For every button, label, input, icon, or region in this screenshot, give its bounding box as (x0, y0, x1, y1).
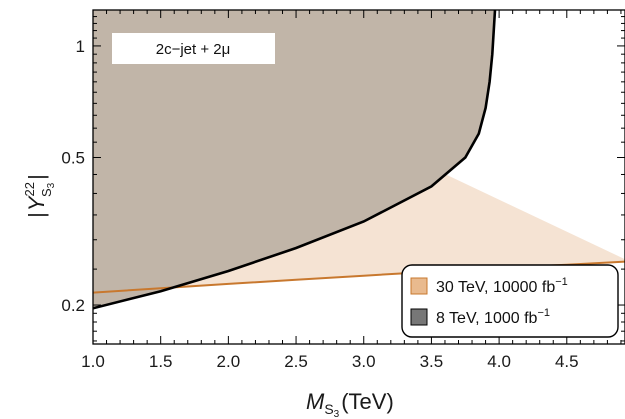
y-tick-label: 0.5 (61, 149, 85, 168)
legend-label-8tev-sup: −1 (537, 307, 550, 319)
legend-label-8tev: 8 TeV, 1000 fb−1 (436, 307, 550, 327)
x-tick-label: 2.0 (217, 352, 241, 371)
legend-label-30tev-sup: −1 (555, 276, 568, 288)
annotation-label: 2c−jet + 2μ (156, 41, 231, 58)
legend-label-8tev-main: 8 TeV, 1000 fb (436, 310, 538, 327)
y-axis-title: |Y22 S3| (22, 174, 57, 218)
legend-label-30tev-main: 30 TeV, 10000 fb (436, 279, 555, 296)
legend-swatch-8tev (411, 309, 427, 325)
x-tick-label: 4.0 (487, 352, 511, 371)
legend-swatch-30tev (411, 278, 427, 294)
x-tick-label: 1.0 (81, 352, 105, 371)
y-tick-label: 0.2 (61, 296, 85, 315)
x-tick-label: 3.0 (352, 352, 376, 371)
annotation: 2c−jet + 2μ (112, 33, 275, 64)
x-tick-label: 1.5 (149, 352, 173, 371)
x-tick-label: 2.5 (284, 352, 308, 371)
x-tick-label: 3.5 (420, 352, 444, 371)
x-tick-label: 4.5 (555, 352, 579, 371)
legend: 30 TeV, 10000 fb−1 8 TeV, 1000 fb−1 (402, 265, 618, 337)
x-axis-title: MS3(TeV) (306, 389, 394, 419)
legend-label-30tev: 30 TeV, 10000 fb−1 (436, 276, 568, 296)
y-tick-label: 1 (76, 37, 85, 56)
